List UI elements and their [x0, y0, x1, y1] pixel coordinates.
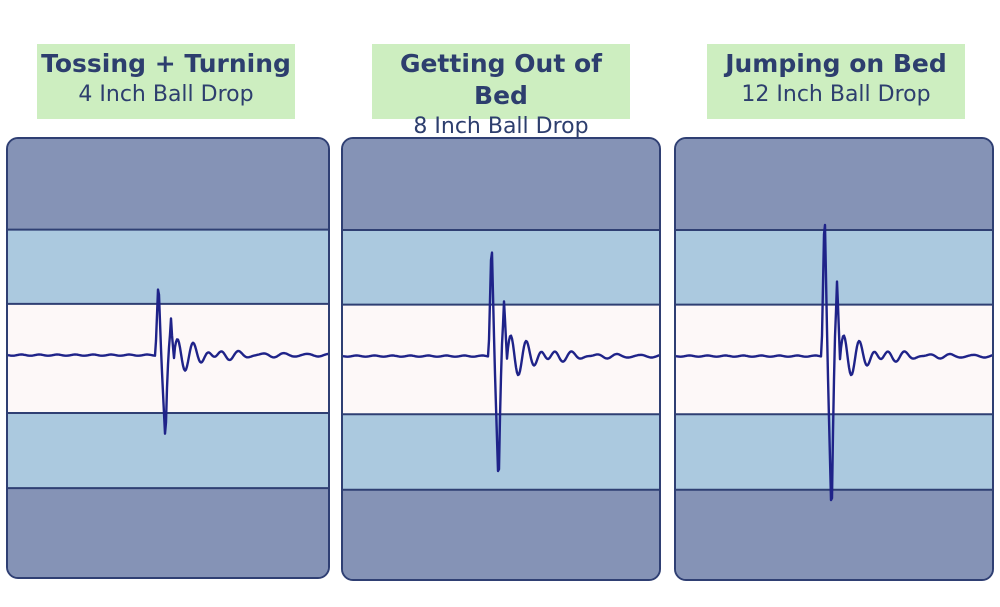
vibration-line	[343, 251, 659, 473]
chart-panel-getting-out	[341, 137, 661, 581]
label-box-tossing: Tossing + Turning 4 Inch Ball Drop	[37, 44, 295, 119]
label-box-getting-out: Getting Out of Bed 8 Inch Ball Drop	[372, 44, 630, 139]
chart-title: Getting Out of Bed	[399, 49, 603, 110]
vibration-line	[676, 223, 992, 502]
chart-subtitle: 8 Inch Ball Drop	[413, 114, 589, 139]
chart-panel-tossing	[6, 137, 330, 579]
label-box-jumping: Jumping on Bed 12 Inch Ball Drop	[707, 44, 965, 119]
wave-chart	[343, 139, 659, 579]
chart-title: Jumping on Bed	[725, 49, 947, 78]
chart-subtitle: 4 Inch Ball Drop	[78, 82, 254, 107]
chart-title: Tossing + Turning	[41, 49, 291, 78]
wave-chart	[8, 139, 328, 577]
chart-panel-jumping	[674, 137, 994, 581]
wave-chart	[676, 139, 992, 579]
vibration-line	[8, 288, 328, 435]
chart-subtitle: 12 Inch Ball Drop	[741, 82, 931, 107]
